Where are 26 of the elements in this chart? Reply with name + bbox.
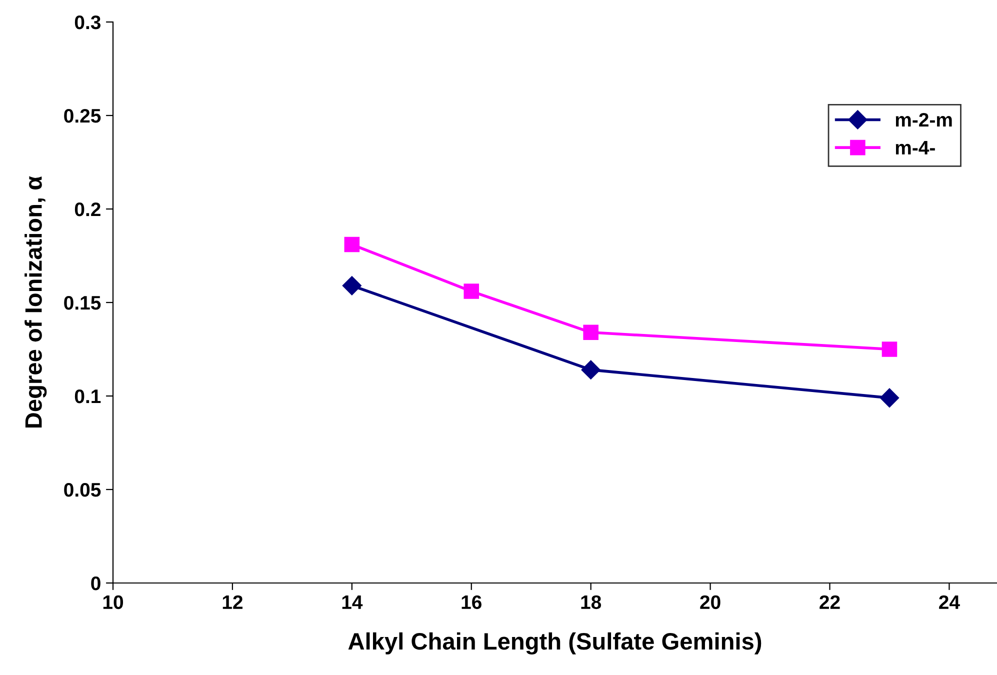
x-tick-label: 18 bbox=[581, 595, 602, 610]
point bbox=[583, 324, 598, 340]
point bbox=[342, 276, 362, 296]
x-tick-label: 12 bbox=[222, 595, 242, 609]
x-tick-label: 14 bbox=[342, 596, 363, 609]
x-tick-label: 22 bbox=[820, 595, 840, 609]
legend-label: m-2-m bbox=[896, 112, 952, 127]
point bbox=[581, 360, 600, 380]
x-tick-label: 24 bbox=[939, 595, 960, 609]
x-tick-label: 20 bbox=[700, 595, 720, 610]
x-axis-title: Alkyl Chain Length (Sulfate Geminis) bbox=[348, 632, 762, 654]
y-tick-label: 0.25 bbox=[64, 108, 101, 123]
x-tick-label: 16 bbox=[462, 595, 482, 610]
y-tick-label: 0 bbox=[91, 576, 100, 590]
point bbox=[880, 388, 900, 408]
y-tick-label: 0.2 bbox=[74, 202, 100, 216]
x-tick-label: 10 bbox=[103, 595, 124, 610]
legend-label: m-4- bbox=[896, 140, 935, 154]
y-tick-label: 0.05 bbox=[64, 482, 101, 497]
y-axis-title: Degree of Ionization, α bbox=[24, 176, 47, 428]
point bbox=[882, 342, 898, 357]
y-tick-label: 0.1 bbox=[74, 389, 101, 404]
point bbox=[344, 236, 360, 252]
point bbox=[464, 284, 480, 299]
y-tick-label: 0.3 bbox=[74, 15, 100, 30]
y-tick-label: 0.15 bbox=[64, 296, 101, 310]
